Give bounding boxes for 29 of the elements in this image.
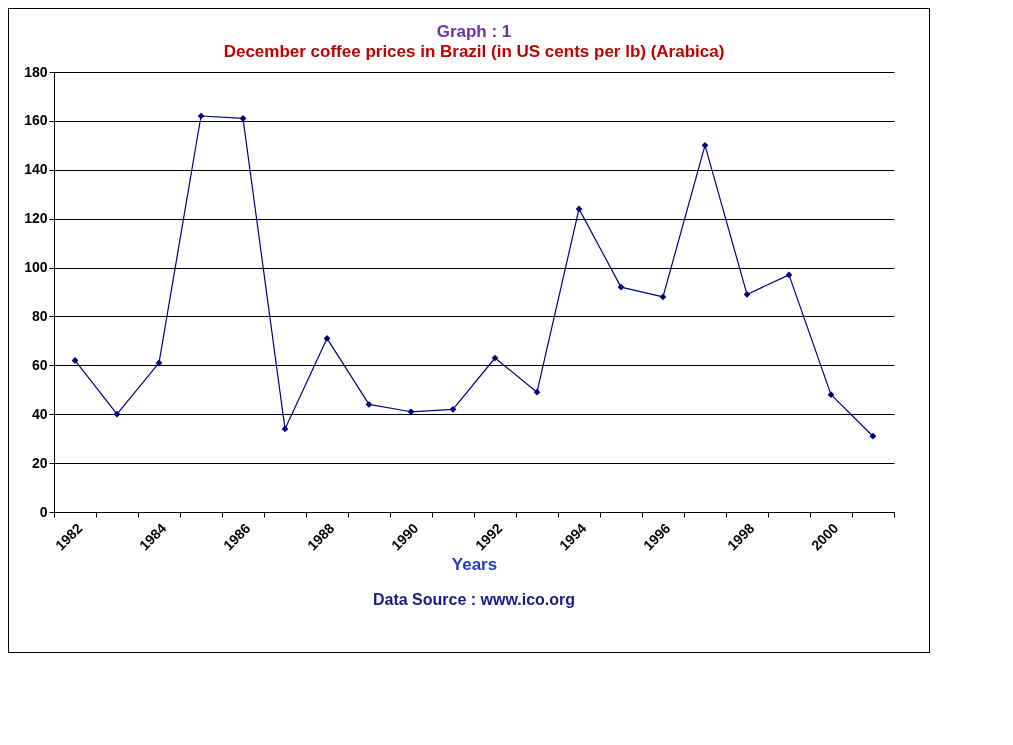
y-tick-label: 140: [24, 161, 48, 178]
point: [113, 410, 121, 418]
point: [617, 283, 625, 291]
y-tick-label: 160: [24, 112, 48, 129]
y-tick-label: 60: [31, 356, 48, 373]
y-tick-label: 100: [24, 259, 48, 276]
point: [407, 408, 415, 416]
point: [197, 112, 205, 120]
point: [827, 391, 835, 399]
y-tick-label: 40: [31, 405, 48, 422]
y-tick-label: 80: [31, 307, 48, 324]
point: [701, 141, 709, 149]
point: [869, 432, 877, 440]
y-tick-label: 20: [31, 454, 48, 471]
point: [659, 293, 667, 301]
point: [449, 405, 457, 413]
point: [491, 354, 499, 362]
source-note: Data Source : www.ico.org: [372, 591, 576, 608]
chart-subtitle: December coffee prices in Brazil (in US cents per lb) (Arabica): [223, 42, 725, 61]
y-tick-label: 180: [24, 63, 48, 80]
chart-title: Graph : 1: [436, 22, 512, 41]
y-tick-label: 120: [24, 210, 48, 227]
x-axis-title: Years: [451, 555, 498, 575]
y-tick-label: 0: [39, 503, 48, 520]
point: [575, 205, 583, 213]
point: [155, 359, 163, 367]
point: [281, 425, 289, 433]
point: [785, 271, 793, 279]
point: [533, 388, 541, 396]
